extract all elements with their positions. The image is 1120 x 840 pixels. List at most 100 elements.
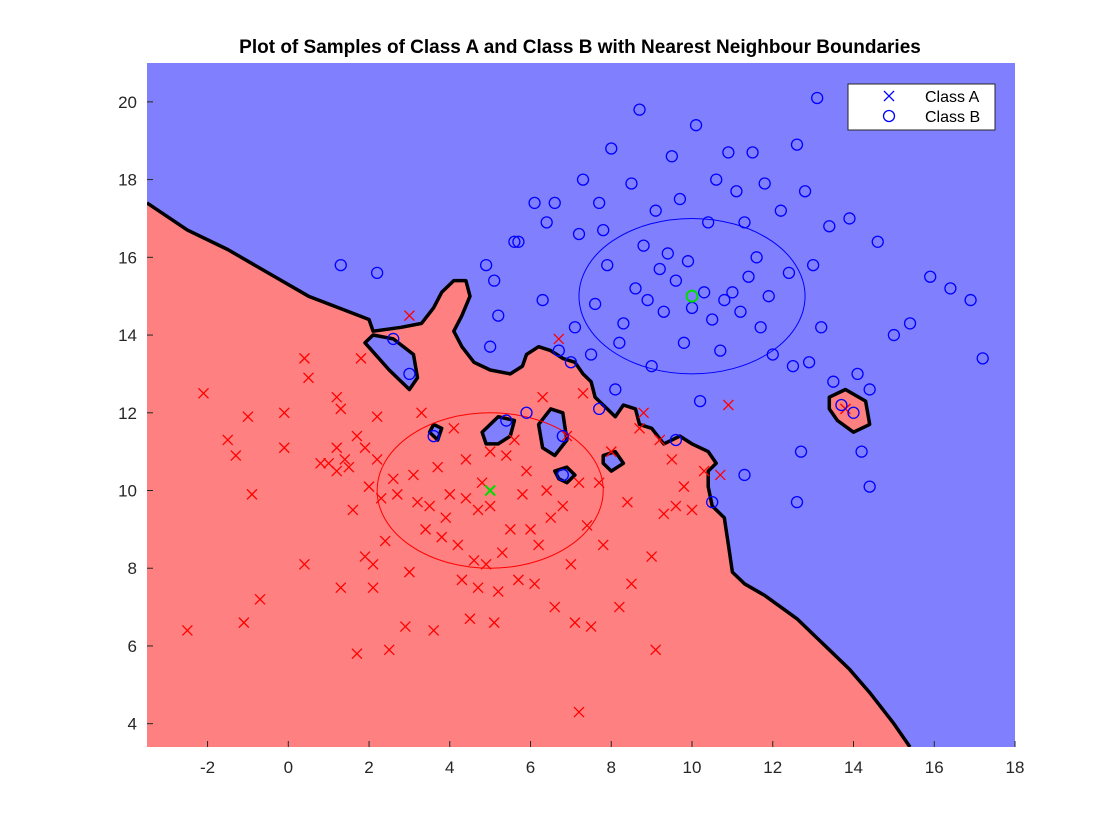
- class-b-point: [552, 344, 565, 357]
- y-tick-label: 20: [118, 93, 137, 112]
- x-tick-label: 12: [763, 758, 782, 777]
- class-a-point: [521, 465, 532, 477]
- class-a-point: [351, 648, 363, 660]
- class-b-point: [536, 293, 549, 307]
- decision-boundary-4: [427, 422, 444, 442]
- class-b-point: [924, 270, 937, 283]
- class-a-point: [359, 442, 371, 454]
- class-b-point: [815, 321, 828, 334]
- class-b-point: [835, 398, 848, 412]
- class-b-point: [637, 239, 650, 252]
- class-a-point: [488, 617, 500, 629]
- class-b-point: [492, 309, 505, 322]
- class-a-point: [298, 352, 310, 364]
- class-a-point: [278, 407, 290, 419]
- class-b-point: [677, 336, 691, 349]
- class-b-point: [387, 332, 400, 346]
- class-a-point: [355, 352, 367, 364]
- class-b-point: [540, 216, 553, 229]
- class-a-point: [383, 644, 395, 656]
- class-a-point: [420, 523, 432, 535]
- class-a-point: [303, 372, 314, 384]
- class-a-point: [597, 539, 609, 551]
- class-a-point: [678, 481, 690, 493]
- class-b-point: [556, 429, 569, 443]
- class-b-point: [427, 429, 440, 443]
- class-a-point: [198, 387, 209, 399]
- class-b-point: [871, 235, 884, 248]
- class-a-point: [561, 430, 573, 442]
- class-b-point: [629, 282, 642, 295]
- class-b-ellipse: [578, 217, 806, 375]
- class-b-point: [512, 235, 525, 248]
- class-a-point: [714, 469, 726, 481]
- class-b-point: [823, 220, 836, 233]
- class-b-point: [528, 196, 541, 210]
- plot-area: [147, 63, 1015, 747]
- class-b-point: [726, 286, 739, 299]
- class-a-point: [347, 504, 359, 516]
- class-a-point: [646, 551, 658, 563]
- class-b-point: [370, 266, 384, 280]
- class-a-point: [278, 442, 290, 454]
- class-b-point: [706, 496, 719, 509]
- x-tick-label: 16: [925, 758, 944, 777]
- class-a-point: [573, 477, 585, 489]
- class-a-point: [484, 446, 496, 458]
- class-a-point: [371, 411, 383, 423]
- class-b-point: [576, 173, 590, 186]
- class-b-point: [863, 480, 876, 493]
- decision-boundary-3: [363, 333, 420, 392]
- class-a-point: [525, 523, 536, 535]
- legend: Class A Class B: [847, 83, 996, 131]
- class-a-point: [529, 578, 541, 590]
- class-a-point: [621, 496, 633, 508]
- class-b-point: [334, 258, 347, 272]
- class-b-point: [479, 258, 493, 272]
- class-a-point: [577, 387, 589, 399]
- class-b-point: [520, 406, 533, 419]
- class-b-point: [649, 204, 662, 217]
- class-b-point: [669, 433, 683, 447]
- class-b-point: [790, 138, 804, 151]
- class-a-point: [387, 473, 399, 485]
- class-b-point: [653, 262, 666, 276]
- class-a-point: [403, 310, 415, 322]
- class-a-point: [456, 574, 468, 586]
- class-a-point: [375, 492, 387, 504]
- class-b-point: [774, 204, 787, 217]
- x-tick-label: 6: [526, 758, 535, 777]
- class-a-point: [549, 601, 561, 613]
- class-a-point: [298, 558, 310, 570]
- class-a-point: [464, 613, 476, 625]
- class-a-point: [424, 500, 436, 512]
- class-b-point: [584, 348, 598, 361]
- class-b-point: [855, 445, 868, 458]
- x-tick-label: 0: [284, 758, 293, 777]
- class-b-point: [766, 348, 779, 361]
- class-b-point: [790, 496, 804, 509]
- class-b-point: [508, 235, 521, 248]
- class-b-point: [863, 383, 876, 396]
- class-b-point: [706, 313, 719, 326]
- class-b-point: [673, 192, 687, 206]
- class-a-point: [331, 442, 343, 454]
- class-b-point: [681, 255, 695, 268]
- class-a-point: [565, 558, 577, 570]
- points-layer: [181, 91, 989, 718]
- class-a-point: [254, 593, 266, 605]
- legend-marker-class-b: [882, 109, 896, 123]
- class-b-point: [661, 247, 674, 260]
- class-a-point: [517, 488, 528, 500]
- class-a-point: [480, 558, 492, 570]
- class-b-point: [645, 359, 658, 373]
- class-a-point: [343, 461, 355, 473]
- y-tick-label: 4: [128, 715, 137, 734]
- chart-title: Plot of Samples of Class A and Class B w…: [239, 37, 921, 58]
- class-b-point: [593, 402, 606, 416]
- legend-box: [847, 83, 996, 131]
- decision-boundary-layer: [147, 201, 912, 747]
- class-b-point: [702, 216, 715, 229]
- class-a-point: [238, 617, 250, 629]
